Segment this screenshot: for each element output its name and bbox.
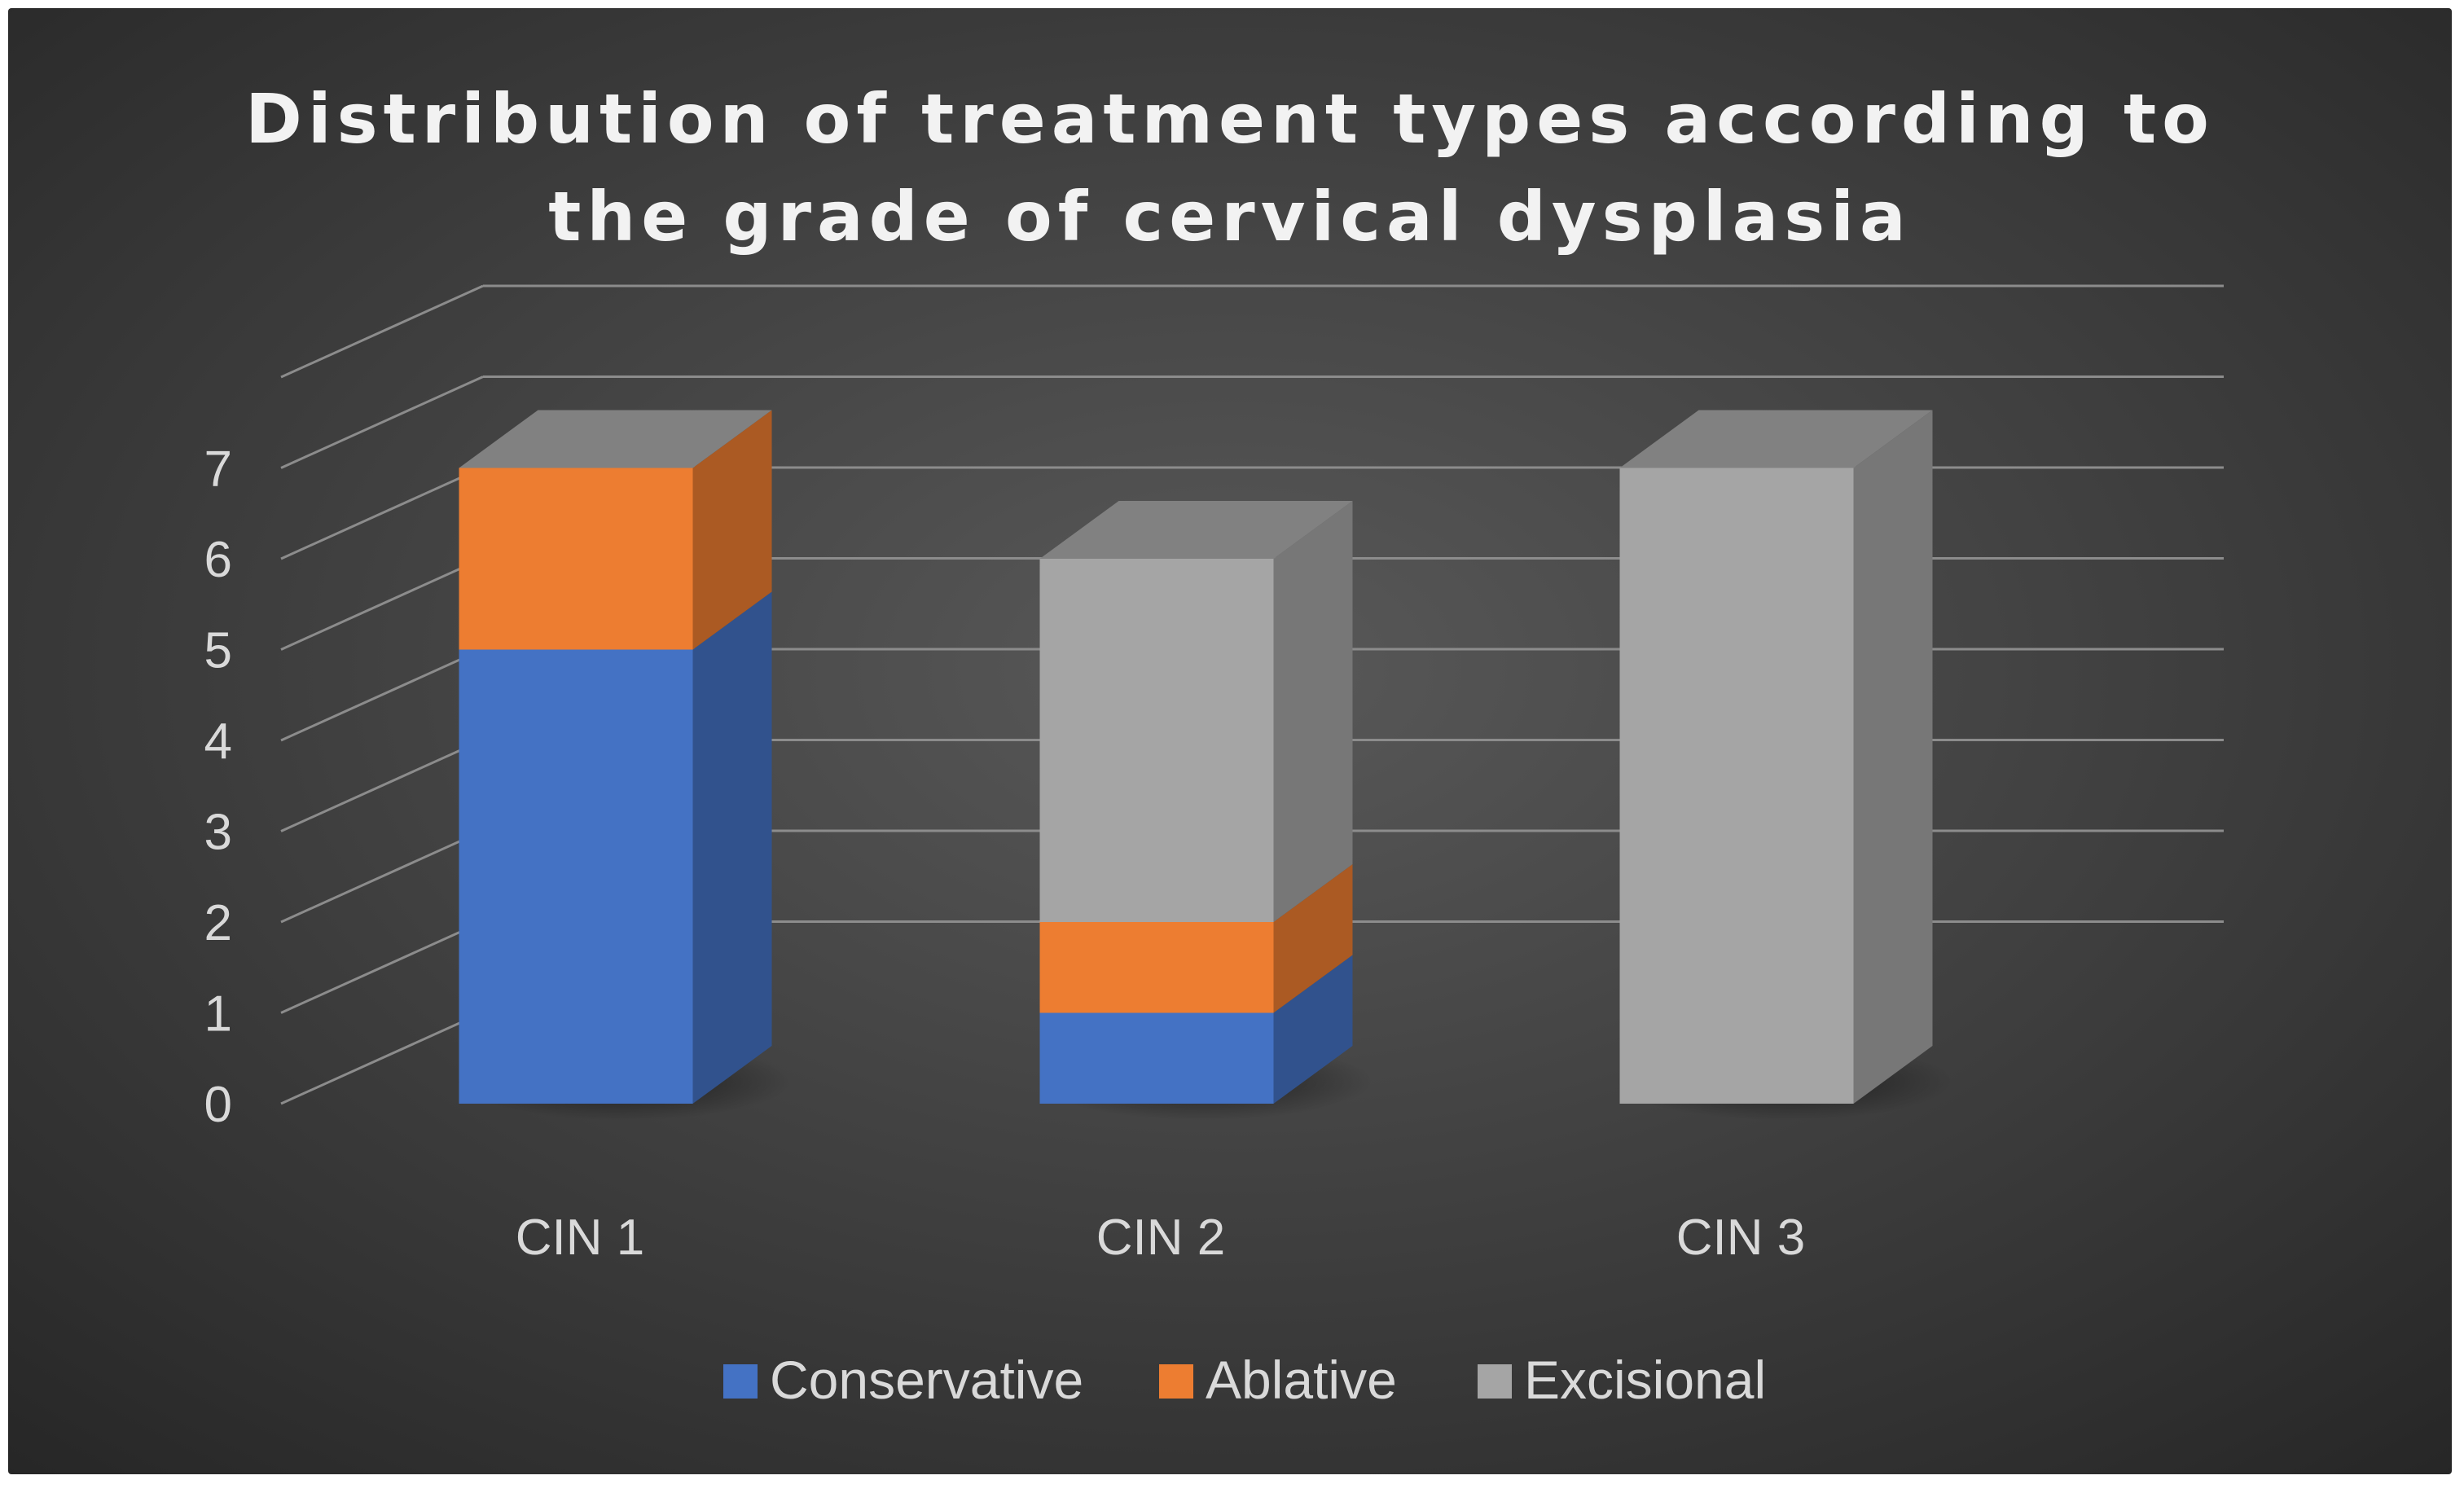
chart-title-line-2: the grade of cervical dysplasia (548, 177, 1911, 257)
bar-front-face (1039, 559, 1274, 922)
legend-swatch (1478, 1364, 1512, 1399)
bar-segment-ablative-cin-2 (1039, 864, 1353, 1013)
legend-item-ablative: Ablative (1159, 1350, 1397, 1410)
y-tick-label: 2 (204, 895, 232, 951)
bar-segment-conservative-cin-2 (1039, 955, 1353, 1104)
gridline-diagonal (280, 284, 484, 379)
legend-swatch (1159, 1364, 1193, 1399)
bar-side-face (692, 410, 772, 650)
y-tick-label: 6 (204, 532, 232, 588)
legend-label: Excisional (1524, 1350, 1766, 1410)
legend-swatch (723, 1364, 758, 1399)
bar-side-face (1273, 955, 1353, 1104)
bar-top-face (1039, 501, 1353, 559)
legend-item-conservative: Conservative (723, 1350, 1083, 1410)
gridline-diagonal (280, 557, 484, 651)
bar-side-face (1273, 501, 1353, 922)
legend-label: Conservative (770, 1350, 1083, 1410)
gridline-diagonal (280, 739, 484, 832)
bar-front-face (1619, 468, 1854, 1104)
gridline-diagonal (280, 829, 484, 924)
bar-segment-conservative-cin-1 (459, 591, 772, 1104)
gridline-diagonal (280, 375, 484, 469)
x-category-label: CIN 1 (516, 1210, 644, 1266)
legend-label: Ablative (1206, 1350, 1397, 1410)
bar-front-face (459, 649, 693, 1104)
gridline-diagonal (280, 920, 484, 1014)
y-tick-label: 0 (204, 1077, 232, 1133)
y-tick-label: 5 (204, 623, 232, 679)
bar-front-face (1039, 922, 1274, 1013)
legend-item-excisional: Excisional (1478, 1350, 1766, 1410)
bar-front-face (1039, 1012, 1274, 1104)
y-axis-ticks: 0 1 2 3 4 5 6 7 (204, 441, 232, 1134)
gridline-diagonal (280, 648, 484, 742)
chart-title: Distribution of treatment types accordin… (245, 79, 2215, 257)
gridline-diagonal (280, 1011, 484, 1105)
y-tick-label: 1 (204, 986, 232, 1043)
y-tick-label: 7 (204, 441, 232, 498)
gridlines (280, 284, 2224, 1105)
y-tick-label: 3 (204, 805, 232, 861)
bar-segment-ablative-cin-1 (459, 410, 772, 650)
bar-segment-excisional-cin-3 (1619, 410, 1933, 1104)
chart-frame: Distribution of treatment types accordin… (8, 8, 2452, 1474)
y-tick-label: 4 (204, 714, 232, 770)
x-axis-categories: CIN 1 CIN 2 CIN 3 (516, 1210, 1805, 1266)
bar-side-face (1273, 864, 1353, 1013)
chart-title-line-1: Distribution of treatment types accordin… (245, 79, 2215, 159)
bars (459, 410, 1933, 1104)
bar-top-face (459, 410, 772, 468)
legend: Conservative Ablative Excisional (723, 1350, 1766, 1410)
bar-side-face (692, 591, 772, 1104)
bar-segment-excisional-cin-2 (1039, 501, 1353, 922)
x-category-label: CIN 3 (1676, 1210, 1805, 1266)
x-category-label: CIN 2 (1096, 1210, 1225, 1266)
bar-side-face (1853, 410, 1933, 1104)
chart-svg: Distribution of treatment types accordin… (8, 8, 2452, 1474)
gridline-diagonal (280, 466, 484, 560)
bar-front-face (459, 468, 693, 650)
bar-top-face (1619, 410, 1933, 468)
